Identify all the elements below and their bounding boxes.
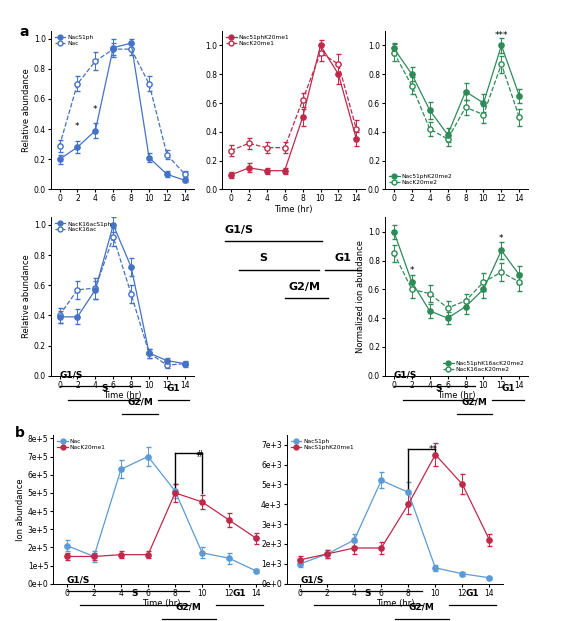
Text: G1: G1 xyxy=(501,384,515,393)
Text: G1: G1 xyxy=(233,589,246,598)
Text: G1: G1 xyxy=(466,589,479,598)
X-axis label: Time (hr): Time (hr) xyxy=(142,599,181,608)
Text: G2/M: G2/M xyxy=(176,603,202,612)
Text: G1/S: G1/S xyxy=(300,576,324,584)
Text: #: # xyxy=(196,450,203,459)
Legend: NacK16acS1ph, NacK16ac: NacK16acS1ph, NacK16ac xyxy=(53,220,112,233)
Text: a: a xyxy=(19,25,29,39)
Legend: Nac51phK20me2, NacK20me2: Nac51phK20me2, NacK20me2 xyxy=(388,173,453,186)
Text: G2/M: G2/M xyxy=(288,282,320,292)
Text: *: * xyxy=(93,105,98,114)
Legend: NacS1ph, NacS1phK20me1: NacS1ph, NacS1phK20me1 xyxy=(289,438,355,451)
Text: G1/S: G1/S xyxy=(67,576,90,584)
Text: **: ** xyxy=(429,445,438,455)
Text: G1: G1 xyxy=(334,253,351,263)
Text: S: S xyxy=(436,384,442,393)
Text: S: S xyxy=(365,589,371,598)
Text: *: * xyxy=(499,235,504,243)
Y-axis label: Relative abundance: Relative abundance xyxy=(22,68,31,152)
Y-axis label: Normalized ion abundance: Normalized ion abundance xyxy=(356,240,365,353)
X-axis label: Time (hr): Time (hr) xyxy=(375,599,414,608)
X-axis label: Time (hr): Time (hr) xyxy=(274,205,313,214)
Y-axis label: Relative abundance: Relative abundance xyxy=(22,255,31,338)
Legend: NacS1ph, Nac: NacS1ph, Nac xyxy=(53,34,94,47)
Text: G1/S: G1/S xyxy=(60,371,83,379)
Text: G1: G1 xyxy=(167,384,180,393)
Legend: Nac51phK20me1, NacK20me1: Nac51phK20me1, NacK20me1 xyxy=(225,34,290,47)
Text: b: b xyxy=(15,426,24,440)
Text: G1/S: G1/S xyxy=(394,371,418,379)
Text: S: S xyxy=(101,384,107,393)
X-axis label: Time (hr): Time (hr) xyxy=(103,391,142,400)
Text: *: * xyxy=(75,122,80,130)
Text: *: * xyxy=(410,266,414,275)
Text: G1/S: G1/S xyxy=(225,225,254,235)
Text: G2/M: G2/M xyxy=(461,398,487,407)
Y-axis label: Ion abundance: Ion abundance xyxy=(16,478,25,540)
Text: S: S xyxy=(132,589,138,598)
Text: ***: *** xyxy=(495,31,508,40)
Text: G2/M: G2/M xyxy=(409,603,435,612)
Legend: Nac51phK16acK20me2, NacK16acK20me2: Nac51phK16acK20me2, NacK16acK20me2 xyxy=(442,360,525,373)
Text: S: S xyxy=(260,253,268,263)
Text: G2/M: G2/M xyxy=(127,398,153,407)
X-axis label: Time (hr): Time (hr) xyxy=(437,391,476,400)
Legend: Nac, NacK20me1: Nac, NacK20me1 xyxy=(56,438,107,451)
